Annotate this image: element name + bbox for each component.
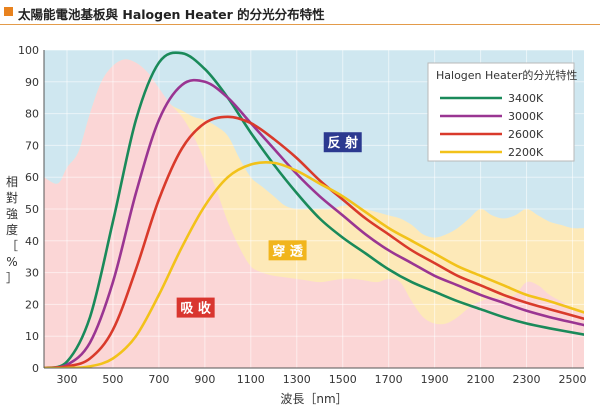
y-tick-label: 20	[25, 298, 39, 311]
header-rule	[0, 24, 600, 25]
region-label-box	[176, 297, 215, 318]
header-square-icon	[4, 7, 13, 16]
curve-2600K	[44, 115, 584, 368]
region-label-2: 穿 透	[268, 240, 307, 261]
region-label-3: 吸 收	[176, 297, 215, 318]
y-tick-label: 60	[25, 171, 39, 184]
curve-group	[44, 51, 584, 368]
y-tick-label: 80	[25, 108, 39, 121]
y-axis-label-char: 相	[6, 175, 18, 189]
x-tick-label: 1500	[329, 373, 357, 386]
region-label-text: 反 射	[327, 135, 358, 151]
curve-3000K	[44, 78, 584, 368]
y-tick-label: 30	[25, 267, 39, 280]
legend-label-2200K: 2200K	[508, 146, 544, 159]
region-label-text: 吸 收	[180, 301, 212, 317]
y-tick-label: 0	[32, 362, 39, 375]
y-tick-label: 90	[25, 76, 39, 89]
y-axis-label-char: 對	[6, 191, 18, 205]
x-tick-label: 500	[102, 373, 123, 386]
legend: Halogen Heater的分光特性 3400K 3000K 2600K 2200K	[427, 62, 577, 162]
y-tick-label: 40	[25, 235, 39, 248]
legend-label-3000K: 3000K	[508, 110, 544, 123]
y-axis-label-char: %	[6, 255, 17, 269]
x-tick-label: 900	[194, 373, 215, 386]
region-label-1: 反 射	[323, 132, 362, 153]
region-label-box	[323, 132, 362, 153]
x-tick-label: 1900	[421, 373, 449, 386]
curve-3400K	[44, 51, 584, 368]
legend-title: Halogen Heater的分光特性	[436, 68, 577, 82]
region-area-3	[44, 59, 584, 368]
axes: 0 10 20 30 40 50 60 70 80 90 100 300 500 700 900 1100 13…	[6, 44, 587, 406]
region-labels: 反 射穿 透吸 收	[176, 132, 362, 318]
x-tick-label: 300	[56, 373, 77, 386]
x-tick-label: 2100	[467, 373, 495, 386]
legend-label-3400K: 3400K	[508, 92, 544, 105]
legend-label-2600K: 2600K	[508, 128, 544, 141]
x-tick-label: 1100	[237, 373, 265, 386]
y-tick-label: 100	[18, 44, 39, 57]
x-tick-label: 1300	[283, 373, 311, 386]
curve-2200K	[44, 160, 584, 368]
y-tick-label: 10	[25, 330, 39, 343]
x-axis-label: 波長［nm］	[280, 392, 347, 406]
legend-box	[427, 62, 575, 162]
region-label-box	[268, 240, 307, 261]
region-label-text: 穿 透	[272, 243, 303, 259]
y-tick-label: 50	[25, 203, 39, 216]
x-tick-label: 700	[148, 373, 169, 386]
y-axis-label-char: 度	[6, 222, 18, 237]
y-axis-label-char: ］	[6, 271, 18, 285]
page-title: 太陽能電池基板與 Halogen Heater 的分光分布特性	[18, 7, 325, 22]
y-axis-label-char: 強	[6, 207, 18, 221]
y-axis-label-char: ［	[6, 239, 18, 253]
y-tick-label: 70	[25, 139, 39, 152]
x-tick-label: 2500	[559, 373, 587, 386]
page-header: 太陽能電池基板與 Halogen Heater 的分光分布特性	[0, 0, 600, 26]
x-tick-label: 2300	[513, 373, 541, 386]
x-tick-label: 1700	[375, 373, 403, 386]
